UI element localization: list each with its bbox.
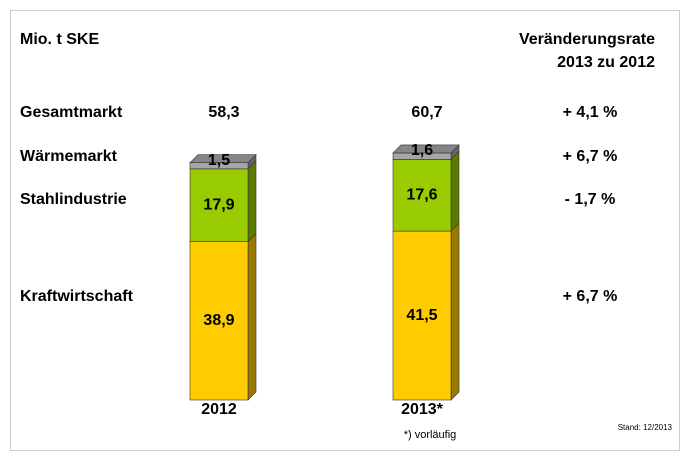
row-label: Kraftwirtschaft (20, 288, 134, 305)
bar (189, 241, 249, 401)
change-label: - 1,7 % (565, 191, 616, 208)
bar-top (392, 144, 460, 154)
value-label: 41,5 (406, 307, 437, 324)
source: Stand: 12/2013 (618, 423, 673, 432)
bar-top (189, 154, 257, 164)
total-label: 60,7 (411, 104, 442, 121)
total-row-label: Gesamtmarkt (20, 104, 123, 121)
x-tick-label: 2012 (201, 401, 237, 418)
change-label: + 6,7 % (563, 288, 618, 305)
value-label: 38,9 (203, 312, 234, 329)
bar-side (247, 232, 257, 401)
unit-label: Mio. t SKE (20, 31, 99, 48)
bar (392, 230, 452, 401)
change-title: 2013 zu 2012 (557, 54, 655, 71)
footnote: *) vorläufig (404, 429, 457, 441)
x-tick-label: 2013* (401, 401, 444, 418)
frame (10, 10, 680, 451)
bar-side (450, 150, 460, 232)
bar (392, 159, 452, 232)
value-label: 1,6 (411, 142, 433, 159)
row-label: Wärmemarkt (20, 148, 118, 165)
change-label: + 4,1 % (563, 104, 618, 121)
value-label: 17,9 (203, 196, 234, 213)
bar-side (247, 160, 257, 243)
bar-side (450, 222, 460, 401)
value-label: 17,6 (406, 186, 437, 203)
change-title: Veränderungsrate (519, 31, 655, 48)
value-label: 1,5 (208, 152, 230, 169)
bar (189, 168, 249, 242)
change-label: + 6,7 % (563, 148, 618, 165)
row-label: Stahlindustrie (20, 191, 127, 208)
total-label: 58,3 (208, 104, 239, 121)
